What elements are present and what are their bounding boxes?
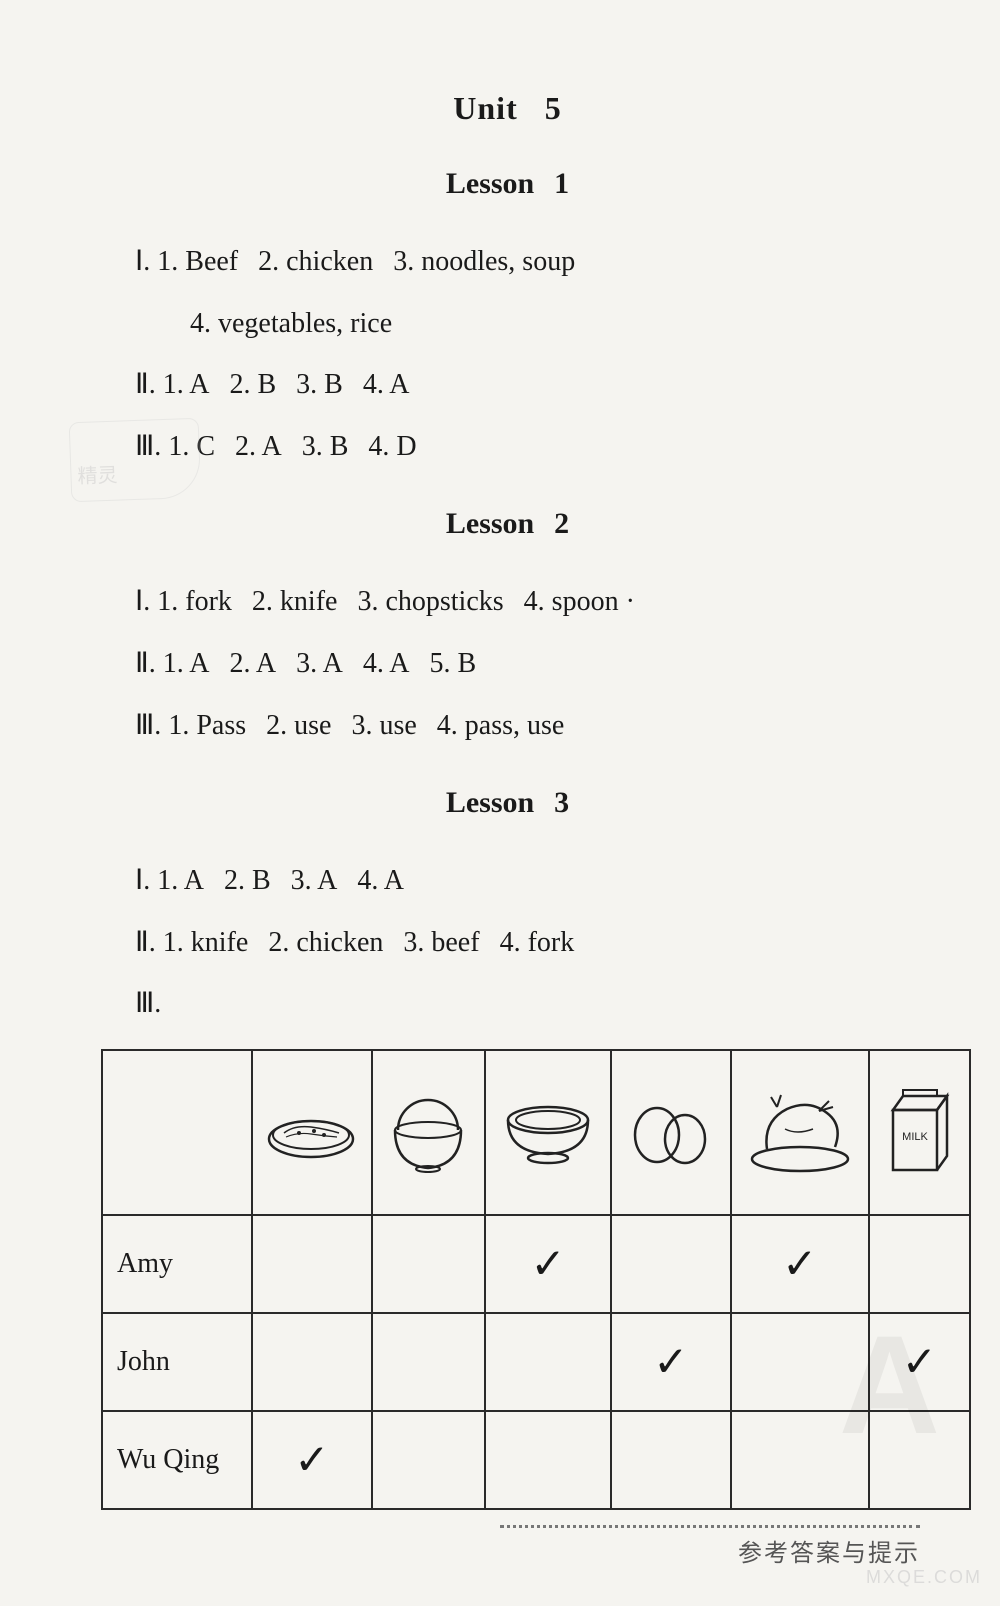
lesson-title: Lesson 3 bbox=[95, 786, 920, 820]
lesson-number: 1 bbox=[554, 167, 569, 200]
table-corner-cell bbox=[102, 1050, 252, 1215]
answer-item: 3. B bbox=[296, 369, 343, 400]
soup-icon bbox=[485, 1050, 611, 1215]
roman-numeral: Ⅱ. bbox=[135, 369, 163, 400]
footer-text: 参考答案与提示 bbox=[738, 1533, 920, 1568]
answer-item: 4. A bbox=[363, 369, 410, 400]
lesson-title: Lesson 1 bbox=[95, 167, 920, 201]
lesson-number: 2 bbox=[554, 507, 569, 540]
svg-text:MILK: MILK bbox=[903, 1131, 929, 1143]
row-name: Amy bbox=[102, 1215, 252, 1313]
answer-item: 1. Beef bbox=[157, 246, 238, 277]
lesson-label: Lesson bbox=[446, 507, 534, 540]
check-cell bbox=[372, 1313, 485, 1411]
check-cell bbox=[372, 1411, 485, 1509]
chicken-icon bbox=[731, 1050, 869, 1215]
answer-item: 1. fork bbox=[157, 586, 232, 617]
answer-item: 3. beef bbox=[403, 927, 479, 958]
answer-item: 3. use bbox=[351, 710, 416, 741]
watermark-url: MXQE.COM bbox=[866, 1567, 982, 1588]
check-cell bbox=[611, 1411, 731, 1509]
check-mark-icon: ✓ bbox=[653, 1338, 688, 1385]
lesson-label: Lesson bbox=[446, 786, 534, 819]
roman-numeral: Ⅰ. bbox=[135, 865, 157, 896]
eggs-icon bbox=[611, 1050, 731, 1215]
lesson-title: Lesson 2 bbox=[95, 507, 920, 541]
roman-numeral: Ⅰ. bbox=[135, 246, 157, 277]
unit-label: Unit bbox=[453, 90, 517, 126]
answer-line: Ⅱ. 1. knife 2. chicken 3. beef 4. fork bbox=[135, 912, 920, 974]
milk-icon: MILK bbox=[869, 1050, 970, 1215]
answer-item: 1. A bbox=[157, 865, 204, 896]
table-header-row: MILK bbox=[102, 1050, 970, 1215]
answer-item: 4. fork bbox=[500, 927, 575, 958]
lessons-container: Lesson 1 Ⅰ. 1. Beef 2. chicken 3. noodles, s… bbox=[95, 167, 920, 1035]
answer-item: 2. chicken bbox=[268, 927, 383, 958]
answer-item: 3. B bbox=[302, 431, 349, 462]
roman-numeral: Ⅱ. bbox=[135, 927, 163, 958]
answer-item: 3. A bbox=[296, 648, 343, 679]
check-cell bbox=[611, 1215, 731, 1313]
answer-line: Ⅱ. 1. A 2. A 3. A 4. A 5. B bbox=[135, 633, 920, 695]
footer-divider bbox=[500, 1525, 920, 1528]
answer-item: 4. A bbox=[357, 865, 404, 896]
answer-item: 1. knife bbox=[163, 927, 249, 958]
answer-item: 4. D bbox=[368, 431, 416, 462]
check-cell: ✓ bbox=[611, 1313, 731, 1411]
answer-item: 2. use bbox=[266, 710, 331, 741]
answer-item: 2. knife bbox=[252, 586, 338, 617]
check-mark-icon: ✓ bbox=[530, 1240, 565, 1287]
check-cell bbox=[485, 1411, 611, 1509]
answer-line: Ⅰ. 1. Beef 2. chicken 3. noodles, soup bbox=[135, 231, 920, 293]
check-mark-icon: ✓ bbox=[782, 1240, 817, 1287]
roman-numeral: Ⅱ. bbox=[135, 648, 163, 679]
answer-item: 2. chicken bbox=[258, 246, 373, 277]
lesson-label: Lesson bbox=[446, 167, 534, 200]
check-cell: ✓ bbox=[485, 1215, 611, 1313]
answer-item: 3. chopsticks bbox=[357, 586, 503, 617]
roman-numeral: Ⅲ. bbox=[135, 988, 161, 1019]
unit-title: Unit 5 bbox=[95, 90, 920, 127]
table-row: Amy ✓ ✓ bbox=[102, 1215, 970, 1313]
row-name: Wu Qing bbox=[102, 1411, 252, 1509]
check-cell bbox=[252, 1215, 372, 1313]
answer-item: 3. A bbox=[291, 865, 338, 896]
answer-item: 1. Pass bbox=[168, 710, 246, 741]
rice-icon bbox=[372, 1050, 485, 1215]
check-cell bbox=[869, 1215, 970, 1313]
check-cell bbox=[485, 1313, 611, 1411]
noodles-icon bbox=[252, 1050, 372, 1215]
answer-line: Ⅲ. bbox=[135, 973, 920, 1035]
watermark-stamp: 精灵 bbox=[69, 418, 202, 502]
roman-numeral: Ⅲ. bbox=[135, 710, 168, 741]
answer-line: Ⅲ. 1. Pass 2. use 3. use 4. pass, use bbox=[135, 695, 920, 757]
answer-item: 4. spoon · bbox=[524, 586, 635, 617]
roman-numeral: Ⅰ. bbox=[135, 586, 157, 617]
check-cell bbox=[252, 1313, 372, 1411]
check-mark-icon: ✓ bbox=[294, 1436, 329, 1483]
answer-line: Ⅲ. 1. C2. A3. B4. D bbox=[135, 416, 920, 478]
answer-line: Ⅰ. 1. fork 2. knife 3. chopsticks 4. spoon … bbox=[135, 571, 920, 633]
answer-item: 5. B bbox=[430, 648, 477, 679]
answer-item: 4. A bbox=[363, 648, 410, 679]
check-cell bbox=[372, 1215, 485, 1313]
lesson-number: 3 bbox=[554, 786, 569, 819]
check-cell: ✓ bbox=[731, 1215, 869, 1313]
answer-line: 4. vegetables, rice bbox=[190, 293, 920, 355]
row-name: John bbox=[102, 1313, 252, 1411]
watermark-letter: A bbox=[839, 1304, 940, 1466]
answer-line: Ⅰ. 1. A 2. B 3. A 4. A bbox=[135, 850, 920, 912]
answer-item: 2. A bbox=[229, 648, 276, 679]
check-cell: ✓ bbox=[252, 1411, 372, 1509]
answer-line: Ⅱ. 1. A 2. B 3. B 4. A bbox=[135, 354, 920, 416]
answer-item: 4. vegetables, rice bbox=[190, 308, 392, 339]
answer-item: 3. noodles, soup bbox=[393, 246, 575, 277]
answer-item: 2. B bbox=[229, 369, 276, 400]
unit-number: 5 bbox=[545, 90, 562, 126]
answer-item: 1. A bbox=[163, 648, 210, 679]
answer-item: 2. B bbox=[224, 865, 271, 896]
answer-item: 1. A bbox=[163, 369, 210, 400]
answer-item: 4. pass, use bbox=[437, 710, 565, 741]
answer-item: 2. A bbox=[235, 431, 282, 462]
